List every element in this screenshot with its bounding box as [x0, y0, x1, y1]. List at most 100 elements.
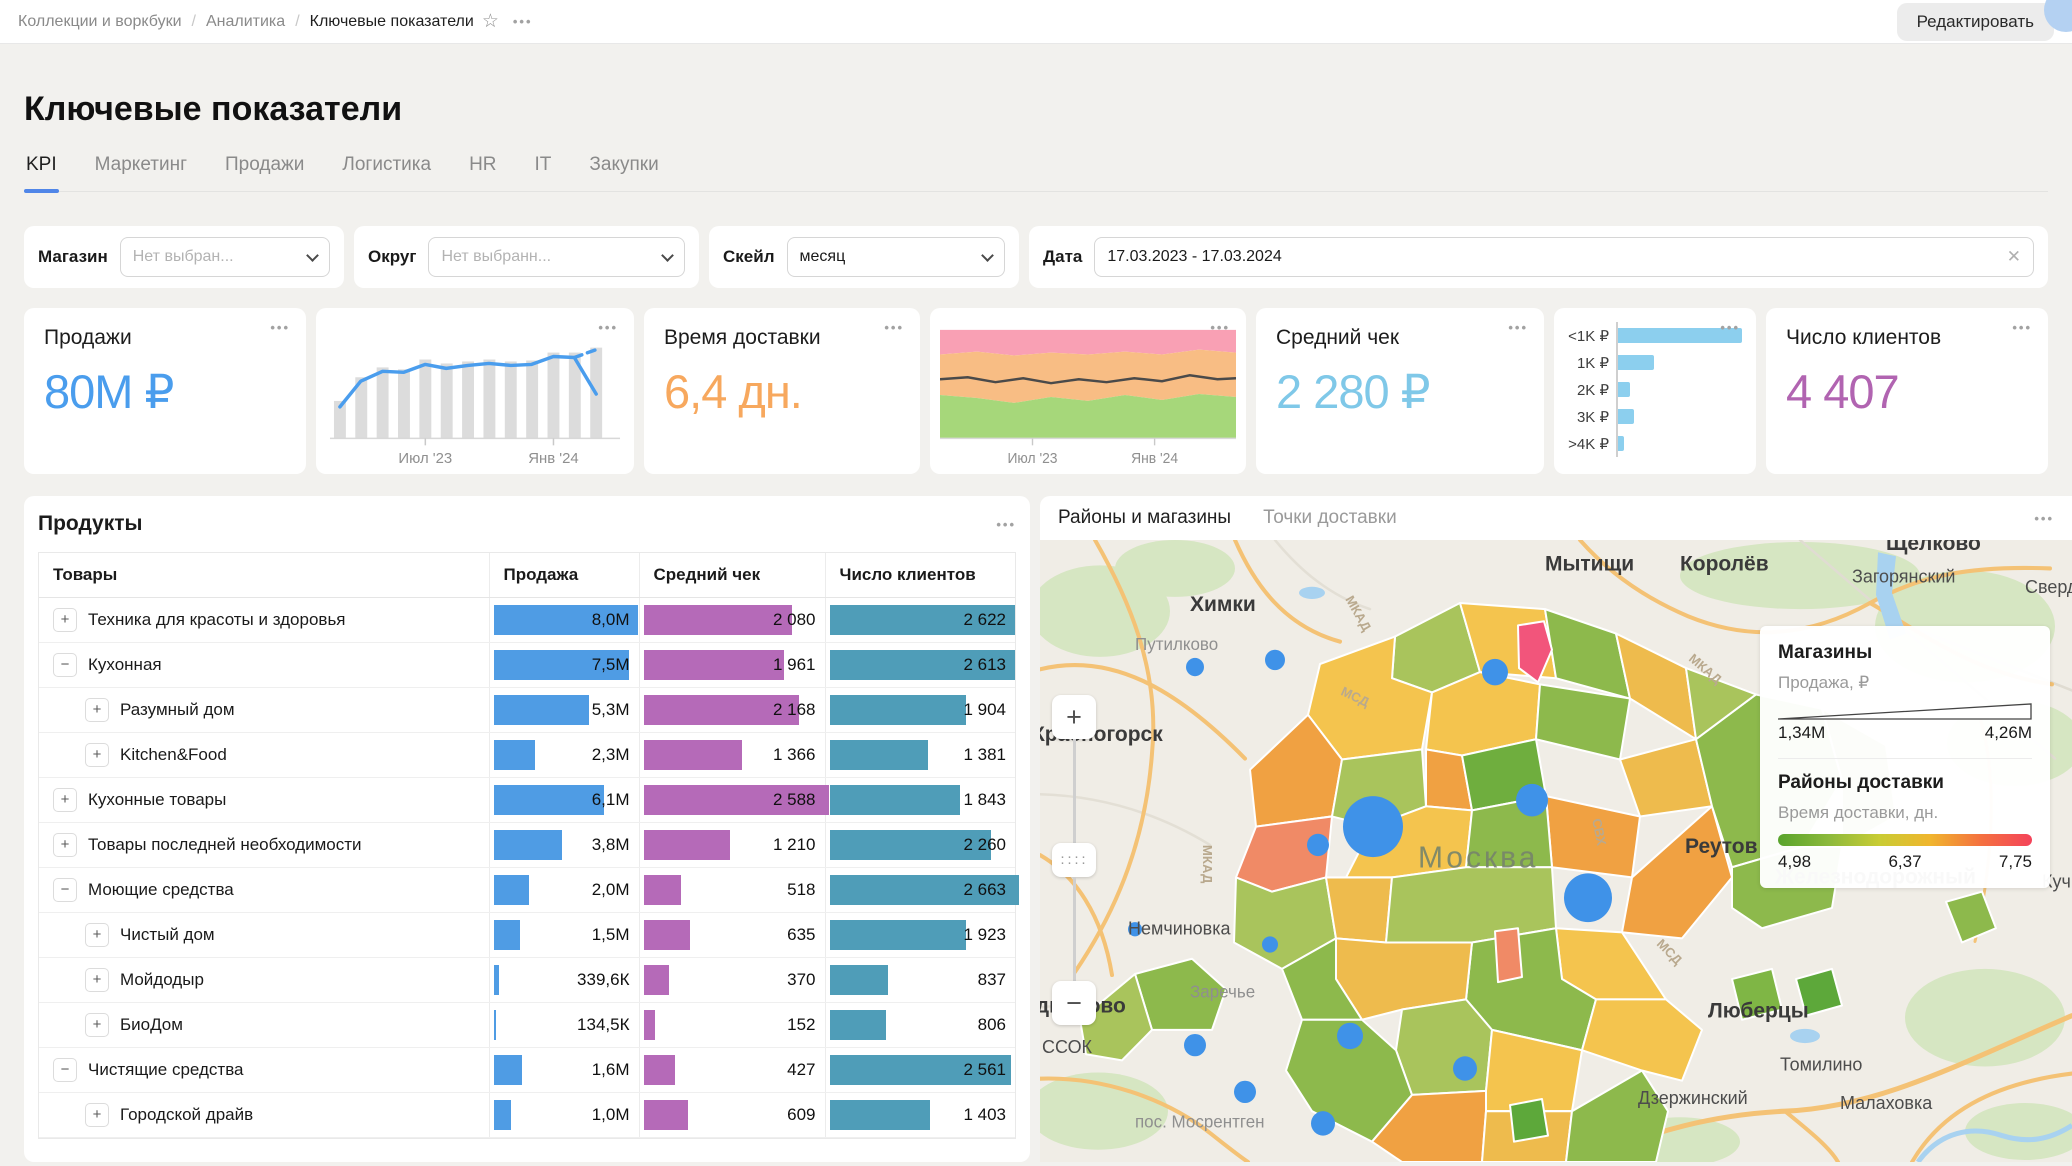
sales-bar [493, 604, 639, 635]
delivery-structure-chart[interactable]: ••• Июл '23 Янв '24 [930, 308, 1246, 474]
widget-menu-icon[interactable]: ••• [598, 320, 618, 335]
table-header-row: Товары Продажа Средний чек Число клиенто… [39, 553, 1015, 598]
row-name: Кухонные товары [88, 789, 227, 809]
expand-icon[interactable]: + [85, 742, 109, 767]
x-tick-jul: Июл '23 [398, 451, 452, 467]
map-canvas[interactable]: Щёлково Загорянский Мытищи Королёв Сверд… [1040, 540, 2072, 1162]
kpi-avg-check-card: ••• Средний чек 2 280 ₽ [1256, 308, 1544, 474]
check-bar [643, 919, 690, 950]
expand-icon[interactable]: + [85, 1102, 109, 1127]
favorite-star-icon[interactable]: ☆ [481, 11, 499, 32]
expand-icon[interactable]: + [85, 967, 109, 992]
clients-bar [829, 649, 1016, 680]
page-more-icon[interactable]: ••• [512, 14, 533, 29]
expand-icon[interactable]: + [85, 922, 109, 947]
tab-sales[interactable]: Продажи [225, 154, 305, 175]
expand-icon[interactable]: + [85, 697, 109, 722]
kpi-avg-check-title: Средний чек [1276, 326, 1400, 349]
sales-bar [493, 784, 604, 815]
clients-value: 806 [977, 1014, 1006, 1034]
area-band-pink [940, 329, 1236, 356]
check-bar [643, 694, 799, 725]
zoom-out-button[interactable]: − [1052, 981, 1096, 1025]
expand-icon[interactable]: + [53, 787, 77, 812]
collapse-icon[interactable]: − [53, 877, 77, 902]
table-row: + Кухонные товары 6,1М 2 588 1 843 [39, 777, 1015, 823]
widget-menu-icon[interactable]: ••• [2012, 320, 2032, 335]
minibar-label: 2K ₽ [1576, 381, 1609, 399]
collapse-icon[interactable]: − [53, 652, 77, 677]
sales-value: 3,8М [591, 834, 630, 854]
row-name: БиоДом [120, 1014, 183, 1034]
check-value: 2 080 [772, 609, 816, 629]
okrug-select[interactable]: Нет выбранн... [428, 237, 685, 277]
widget-menu-icon[interactable]: ••• [270, 320, 290, 335]
tab-it[interactable]: IT [534, 154, 552, 175]
tab-hr[interactable]: HR [469, 154, 497, 175]
minibar-axis [1616, 376, 1742, 403]
zoom-in-button[interactable]: + [1052, 695, 1096, 739]
sales-value: 7,5М [591, 654, 630, 674]
kpi-delivery-title: Время доставки [664, 326, 821, 349]
edit-button[interactable]: Редактировать [1896, 2, 2054, 41]
breadcrumb-collections[interactable]: Коллекции и воркбуки [18, 12, 182, 30]
map-panel: Районы и магазины Точки доставки ••• [1040, 496, 2072, 1162]
water-layer [1299, 552, 2072, 1162]
col-header-clients[interactable]: Число клиентов [825, 553, 1015, 598]
widget-menu-icon[interactable]: ••• [884, 320, 904, 335]
check-bar [643, 1099, 688, 1130]
row-name: Мойдодыр [120, 969, 204, 989]
clients-value: 1 923 [963, 924, 1006, 944]
widget-menu-icon[interactable]: ••• [1720, 320, 1740, 335]
widget-menu-icon[interactable]: ••• [2034, 510, 2054, 526]
clients-bar [829, 874, 1019, 905]
table-row: + Техника для красоты и здоровья 8,0М 2 0… [39, 597, 1016, 643]
minibar-row: >4K ₽ [1564, 430, 1742, 457]
clients-bar [829, 964, 889, 995]
map-tab-delivery-points[interactable]: Точки доставки [1263, 507, 1397, 528]
zoom-slider-handle[interactable]: ···· ···· [1052, 843, 1096, 877]
map-label: ССОК [1042, 1037, 1092, 1057]
collapse-icon[interactable]: − [53, 1057, 77, 1082]
widget-menu-icon[interactable]: ••• [996, 516, 1016, 532]
expand-icon[interactable]: + [53, 607, 77, 632]
area-band-orange [940, 349, 1236, 403]
col-header-sales[interactable]: Продажа [489, 553, 640, 598]
widget-menu-icon[interactable]: ••• [1210, 320, 1230, 335]
filter-scale-label: Скейл [723, 247, 775, 266]
kpi-delivery-card: ••• Время доставки 6,4 дн. [644, 308, 920, 474]
tab-marketing[interactable]: Маркетинг [94, 154, 187, 175]
check-distribution-chart[interactable]: ••• <1K ₽ 1K ₽ 2K ₽ 3K ₽ >4K ₽ [1554, 308, 1756, 474]
minibar-bar [1618, 409, 1635, 424]
map-label: пос. Мосрентген [1135, 1111, 1265, 1131]
expand-icon[interactable]: + [85, 1012, 109, 1037]
zoom-slider-rail[interactable] [1072, 877, 1076, 981]
clients-bar [829, 1099, 930, 1130]
tab-procurement[interactable]: Закупки [589, 154, 659, 175]
store-select[interactable]: Нет выбран... [119, 237, 330, 277]
date-range-input[interactable]: 17.03.2023 - 17.03.2024 ✕ [1094, 237, 2034, 277]
map-label: Мытищи [1545, 552, 1634, 575]
col-header-goods[interactable]: Товары [39, 553, 490, 598]
kpi-avg-check-value: 2 280 ₽ [1276, 365, 1431, 418]
check-value: 370 [787, 969, 816, 989]
delivery-area-svg: Июл '23 Янв '24 [940, 329, 1236, 467]
map-tab-districts-stores[interactable]: Районы и магазины [1058, 507, 1232, 528]
store-markers[interactable] [1128, 649, 1612, 1136]
row-name: Техника для красоты и здоровья [88, 609, 346, 629]
expand-icon[interactable]: + [53, 832, 77, 857]
sales-bar [493, 1099, 512, 1130]
scale-select[interactable]: месяц [786, 237, 1005, 277]
zoom-slider-rail[interactable] [1072, 739, 1076, 843]
clear-date-icon[interactable]: ✕ [2006, 247, 2021, 266]
district-choropleth[interactable] [1079, 601, 1997, 1162]
filter-date-label: Дата [1043, 247, 1083, 266]
tab-logistics[interactable]: Логистика [342, 154, 432, 175]
breadcrumb-analytics[interactable]: Аналитика [205, 12, 286, 30]
widget-menu-icon[interactable]: ••• [1508, 320, 1528, 335]
col-header-check[interactable]: Средний чек [639, 553, 826, 598]
sales-bar [493, 739, 536, 770]
tab-kpi[interactable]: KPI [24, 148, 59, 193]
row-name: Кухонная [88, 654, 162, 674]
sales-trend-chart[interactable]: ••• Июл '23 Янв '24 [316, 308, 634, 474]
